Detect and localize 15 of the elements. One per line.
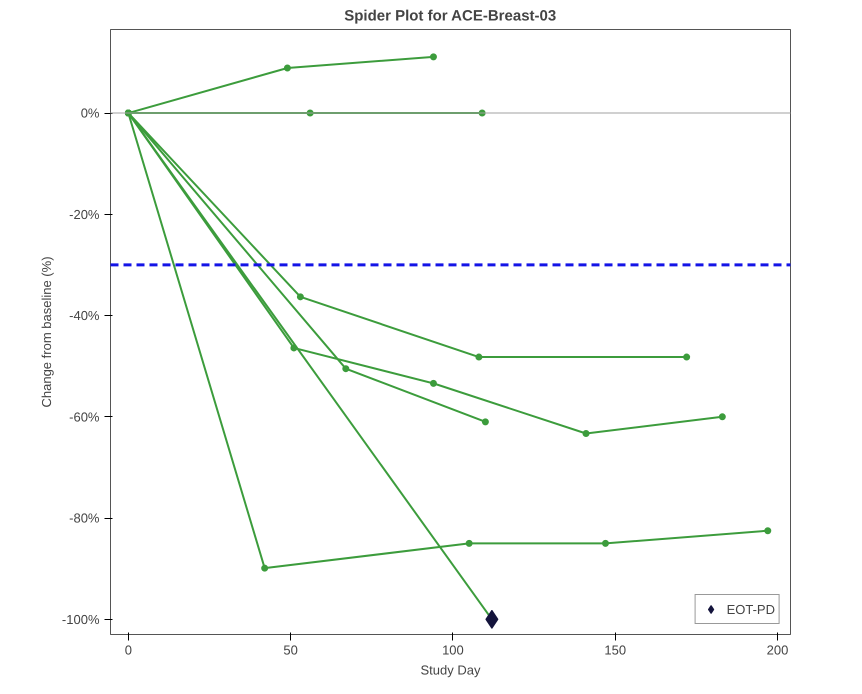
y-tick-label: -100% bbox=[62, 612, 100, 627]
x-tick-label: 150 bbox=[604, 642, 626, 658]
y-tick-label: -40% bbox=[69, 308, 100, 324]
x-tick-label: 200 bbox=[766, 642, 788, 658]
x-tick-label: 50 bbox=[283, 642, 298, 658]
y-tick-label: -80% bbox=[69, 510, 100, 526]
x-tick-label: 100 bbox=[442, 642, 464, 658]
x-tick-label: 0 bbox=[124, 642, 132, 658]
y-tick-label: -20% bbox=[69, 206, 100, 222]
chart-title: Spider Plot for ACE-Breast-03 bbox=[344, 8, 556, 24]
y-tick-label: -60% bbox=[69, 409, 100, 424]
y-tick-label: 0% bbox=[80, 106, 100, 121]
x-axis-title: Study Day bbox=[420, 662, 481, 678]
legend-label: EOT-PD bbox=[726, 602, 775, 616]
y-axis-title: Change from baseline (%) bbox=[38, 256, 54, 408]
